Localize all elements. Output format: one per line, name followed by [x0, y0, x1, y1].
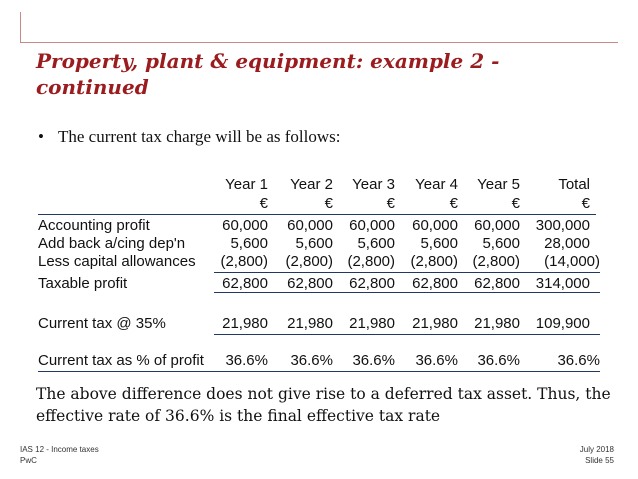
col-header-year: Year 1: [225, 176, 268, 193]
table-bottom-rule: [38, 371, 600, 372]
table-cell: 60,000: [474, 217, 520, 234]
col-header-total: Total: [558, 176, 590, 193]
total-divider: [214, 292, 600, 293]
table-row-total: Taxable profit 62,800 62,800 62,800 62,8…: [38, 275, 598, 293]
row-label: Less capital allowances: [38, 253, 196, 270]
col-unit: €: [324, 195, 333, 212]
table-cell: 21,980: [287, 315, 333, 332]
col-unit: €: [581, 195, 590, 212]
footer-topic: IAS 12 - Income taxes: [20, 445, 99, 454]
table-cell: 300,000: [535, 217, 590, 234]
table-cell: 62,800: [349, 275, 395, 292]
header-rule-horizontal: [20, 42, 618, 43]
table-cell: 5,600: [420, 235, 458, 252]
conclusion-note: The above difference does not give rise …: [36, 385, 611, 425]
col-unit: €: [511, 195, 520, 212]
row-label: Taxable profit: [38, 275, 128, 292]
table-cell: 21,980: [474, 315, 520, 332]
table-cell: 5,600: [357, 235, 395, 252]
footer-left: IAS 12 - Income taxes PwC: [20, 444, 99, 466]
col-unit: €: [449, 195, 458, 212]
table-cell: 36.6%: [290, 352, 333, 369]
table-cell: 21,980: [349, 315, 395, 332]
table-cell: 21,980: [412, 315, 458, 332]
table-header-units: € € € € € €: [38, 195, 598, 213]
table-cell: 5,600: [230, 235, 268, 252]
table-cell: 62,800: [474, 275, 520, 292]
footer-date: July 2018: [579, 445, 614, 454]
table-cell: (2,800): [472, 253, 520, 270]
table-cell: 62,800: [287, 275, 333, 292]
subtotal-divider: [214, 272, 600, 273]
bullet-text: The current tax charge will be as follow…: [58, 127, 341, 146]
table-row: Less capital allowances (2,800) (2,800) …: [38, 253, 600, 271]
table-row: Current tax as % of profit 36.6% 36.6% 3…: [38, 352, 600, 370]
table-cell: 5,600: [482, 235, 520, 252]
table-cell: 28,000: [544, 235, 590, 252]
table-cell: (2,800): [220, 253, 268, 270]
col-header-year: Year 3: [352, 176, 395, 193]
footer-brand: PwC: [20, 456, 37, 465]
col-header-year: Year 5: [477, 176, 520, 193]
table-cell: (2,800): [285, 253, 333, 270]
table-row: Accounting profit 60,000 60,000 60,000 6…: [38, 217, 598, 235]
table-cell: 60,000: [412, 217, 458, 234]
table-row: Current tax @ 35% 21,980 21,980 21,980 2…: [38, 315, 598, 333]
table-cell: 5,600: [295, 235, 333, 252]
table-cell: 36.6%: [477, 352, 520, 369]
table-cell: 60,000: [349, 217, 395, 234]
table-row: Add back a/cing dep'n 5,600 5,600 5,600 …: [38, 235, 598, 253]
table-cell: 36.6%: [415, 352, 458, 369]
table-cell: 36.6%: [557, 352, 600, 369]
col-header-year: Year 2: [290, 176, 333, 193]
table-cell: 36.6%: [225, 352, 268, 369]
row-label: Current tax as % of profit: [38, 352, 204, 369]
bullet-point: • The current tax charge will be as follo…: [38, 127, 340, 147]
row-label: Add back a/cing dep'n: [38, 235, 186, 252]
tax-divider: [214, 334, 600, 335]
table-cell: 62,800: [222, 275, 268, 292]
header-rule-vertical: [20, 12, 21, 43]
footer-slide-number: Slide 55: [585, 456, 614, 465]
row-label: Accounting profit: [38, 217, 150, 234]
table-cell: 314,000: [535, 275, 590, 292]
table-cell: (2,800): [410, 253, 458, 270]
table-cell: (2,800): [347, 253, 395, 270]
col-header-year: Year 4: [415, 176, 458, 193]
table-cell: 60,000: [287, 217, 333, 234]
table-cell: 21,980: [222, 315, 268, 332]
table-cell: (14,000): [544, 253, 600, 270]
slide-title: Property, plant & equipment: example 2 -…: [36, 49, 500, 99]
table-cell: 109,900: [535, 315, 590, 332]
table-cell: 62,800: [412, 275, 458, 292]
footer-right: July 2018 Slide 55: [580, 444, 614, 466]
header-divider: [38, 214, 596, 215]
table-cell: 36.6%: [352, 352, 395, 369]
col-unit: €: [259, 195, 268, 212]
table-header-years: Year 1 Year 2 Year 3 Year 4 Year 5 Total: [38, 176, 598, 194]
bullet-icon: •: [38, 127, 44, 146]
table-cell: 60,000: [222, 217, 268, 234]
row-label: Current tax @ 35%: [38, 315, 166, 332]
col-unit: €: [386, 195, 395, 212]
